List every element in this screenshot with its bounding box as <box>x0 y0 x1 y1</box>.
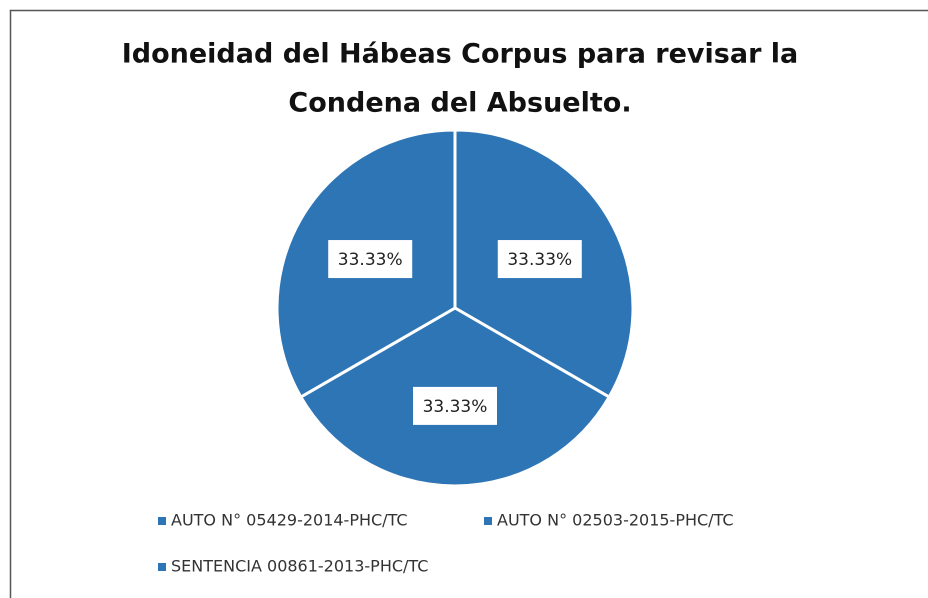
data-label-box <box>497 240 582 279</box>
legend-label: SENTENCIA 00861-2013-PHC/TC <box>171 557 428 576</box>
data-label-box <box>413 386 497 425</box>
chart-title: Condena del Absuelto. <box>288 88 631 119</box>
legend-label: AUTO N° 05429-2014-PHC/TC <box>171 511 408 530</box>
legend-label: AUTO N° 02503-2015-PHC/TC <box>497 511 734 530</box>
data-label-box <box>328 240 413 279</box>
data-label: 33.33% <box>507 250 572 270</box>
chart-title: Idoneidad del Hábeas Corpus para revisar… <box>122 39 799 70</box>
data-label: 33.33% <box>338 250 403 270</box>
data-label: 33.33% <box>423 397 488 417</box>
legend-swatch <box>158 563 166 571</box>
legend-swatch <box>158 517 166 525</box>
legend-swatch <box>484 517 492 525</box>
